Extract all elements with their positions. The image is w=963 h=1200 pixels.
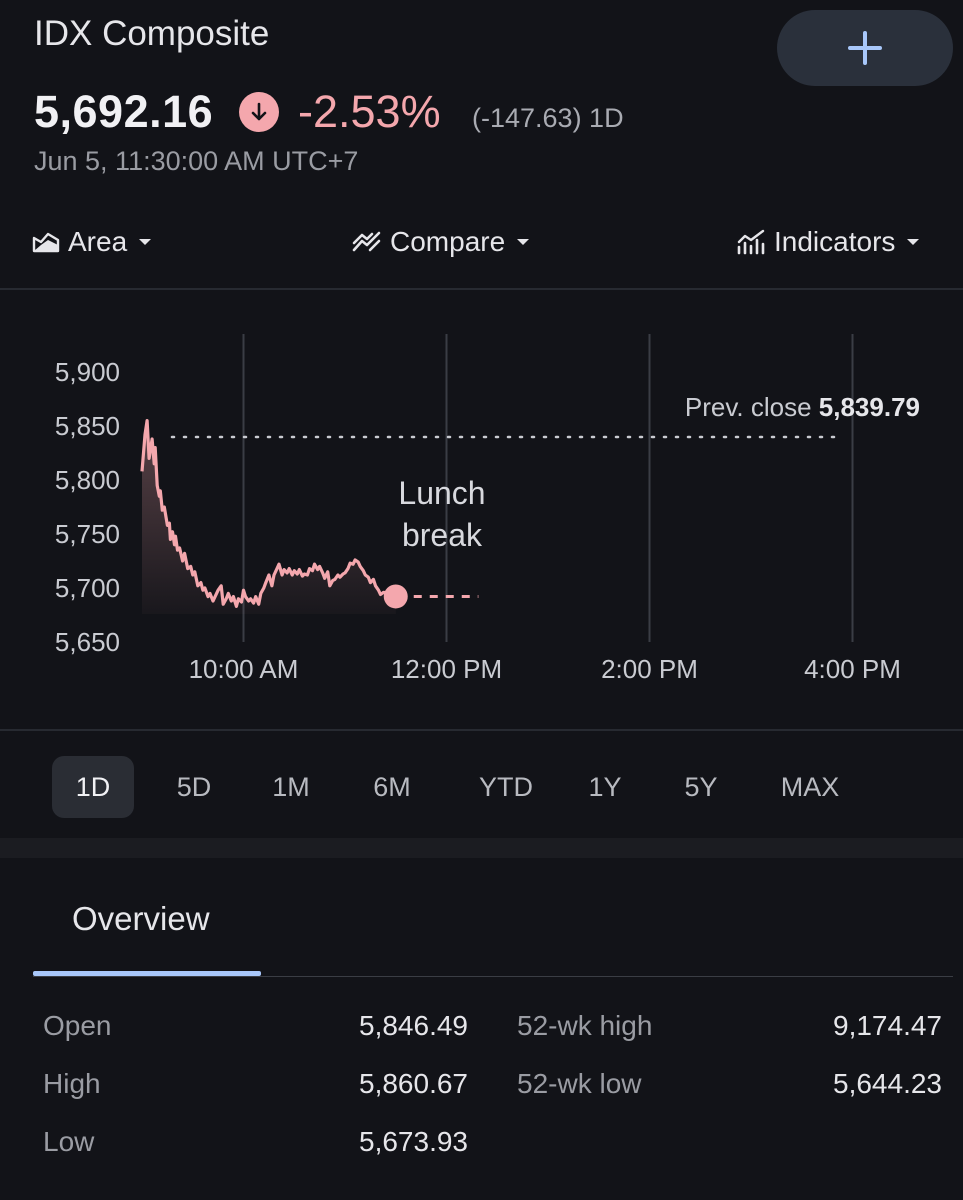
divider: [0, 729, 963, 731]
area-chart-icon: [32, 232, 60, 253]
indicators-label: Indicators: [774, 226, 896, 257]
stat-open-value: 5,846.49: [359, 1010, 468, 1041]
range-ytd[interactable]: YTD: [479, 771, 533, 802]
stat-high-label: High: [43, 1068, 101, 1099]
change-absolute: (-147.63) 1D: [472, 103, 624, 133]
range-6m[interactable]: 6M: [373, 771, 411, 802]
prev-close-value: 5,839.79: [819, 392, 920, 422]
page-title: IDX Composite: [34, 14, 270, 53]
arrow-down-icon: [239, 92, 279, 132]
stat-52wk-high-value: 9,174.47: [833, 1010, 942, 1041]
indicators-icon: [737, 229, 765, 255]
range-1m[interactable]: 1M: [272, 771, 310, 802]
divider: [0, 288, 963, 290]
y-tick-label: 5,900: [55, 357, 120, 387]
chart-type-dropdown[interactable]: Area: [32, 222, 153, 262]
tab-overview[interactable]: Overview: [72, 900, 210, 937]
stat-52wk-high-label: 52-wk high: [517, 1010, 653, 1041]
active-tab-indicator: [33, 971, 261, 976]
tab-divider: [33, 976, 953, 977]
indicators-dropdown[interactable]: Indicators: [736, 222, 921, 262]
chart-type-label: Area: [68, 226, 128, 257]
y-tick-label: 5,750: [55, 519, 120, 549]
range-1d[interactable]: 1D: [52, 756, 134, 818]
add-to-watchlist-button[interactable]: [777, 10, 953, 86]
range-5y[interactable]: 5Y: [684, 771, 718, 802]
x-tick-label: 2:00 PM: [601, 654, 698, 684]
section-separator: [0, 838, 963, 858]
prev-close-label: Prev. close 5,839.79: [685, 392, 920, 422]
compare-label: Compare: [390, 226, 506, 257]
change-percent: -2.53%: [298, 86, 441, 137]
stat-open-label: Open: [43, 1010, 112, 1041]
x-tick-label: 12:00 PM: [391, 654, 502, 684]
compare-dropdown[interactable]: Compare: [352, 222, 531, 262]
compare-icon: [352, 231, 381, 252]
timestamp: Jun 5, 11:30:00 AM UTC+7: [34, 146, 359, 176]
current-price-dot: [383, 584, 408, 609]
x-tick-label: 10:00 AM: [189, 654, 299, 684]
price-line: [140, 419, 397, 608]
y-tick-label: 5,850: [55, 411, 120, 441]
price-chart[interactable]: 10:00 AM 12:00 PM 2:00 PM 4:00 PM 5,900 5,850…: [0, 290, 963, 730]
caret-down-icon: [517, 239, 530, 245]
prev-close-text: Prev. close: [685, 392, 819, 422]
range-1y[interactable]: 1Y: [588, 771, 622, 802]
lunch-break-label: Lunch: [398, 475, 485, 511]
stat-high-value: 5,860.67: [359, 1068, 468, 1099]
range-5d[interactable]: 5D: [176, 771, 212, 802]
y-tick-label: 5,700: [55, 573, 120, 603]
stat-52wk-low-label: 52-wk low: [517, 1068, 642, 1099]
x-tick-label: 4:00 PM: [804, 654, 901, 684]
y-tick-label: 5,800: [55, 465, 120, 495]
caret-down-icon: [139, 239, 152, 245]
y-tick-label: 5,650: [55, 627, 120, 657]
plus-icon: [848, 31, 882, 65]
range-max[interactable]: MAX: [780, 771, 840, 802]
caret-down-icon: [907, 239, 920, 245]
current-price: 5,692.16: [34, 86, 214, 137]
stat-low-label: Low: [43, 1126, 95, 1157]
lunch-break-label: break: [402, 517, 483, 553]
price-area: [142, 420, 396, 614]
stat-52wk-low-value: 5,644.23: [833, 1068, 942, 1099]
stat-low-value: 5,673.93: [359, 1126, 468, 1157]
